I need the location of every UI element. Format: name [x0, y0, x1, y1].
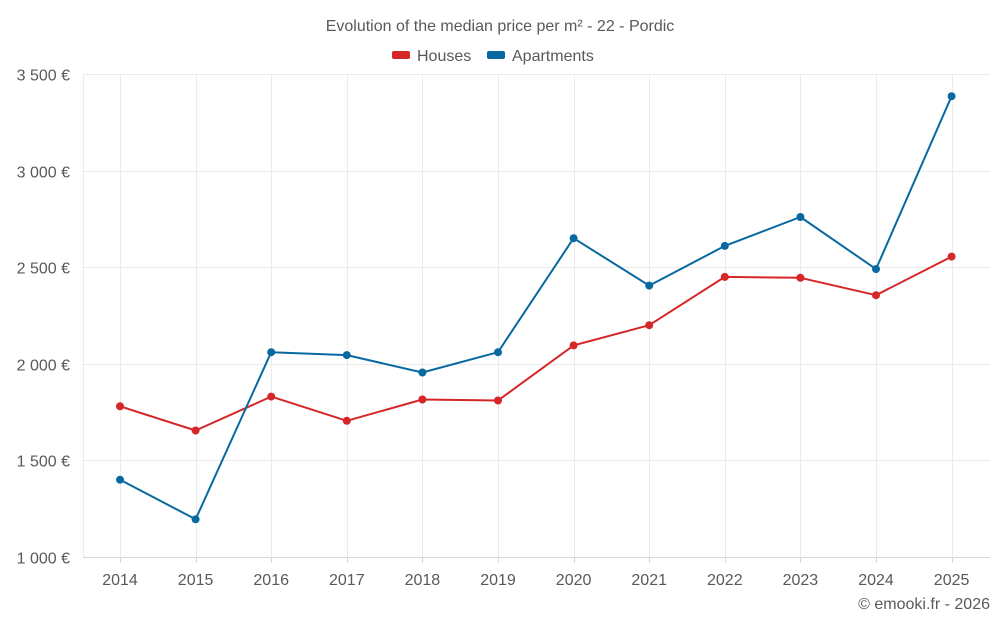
- credit-text: © emooki.fr - 2026: [858, 596, 990, 613]
- legend-swatch-apartments: [487, 51, 505, 59]
- data-point-houses-2017[interactable]: [342, 416, 351, 425]
- x-tick-label: 2021: [631, 572, 667, 589]
- x-tick-label: 2023: [783, 572, 819, 589]
- data-point-apartments-2017[interactable]: [342, 351, 351, 360]
- data-point-apartments-2021[interactable]: [645, 281, 654, 290]
- x-gridlines: [83, 74, 953, 563]
- data-point-apartments-2020[interactable]: [569, 234, 578, 243]
- data-point-apartments-2024[interactable]: [872, 265, 880, 274]
- x-tick-label: 2015: [178, 572, 214, 589]
- legend-swatch-houses: [392, 51, 410, 59]
- legend-item-apartments[interactable]: Apartments: [487, 48, 594, 65]
- data-point-houses-2025[interactable]: [947, 252, 956, 261]
- series-apartments: [116, 92, 956, 524]
- data-point-houses-2022[interactable]: [720, 272, 729, 281]
- data-point-houses-2014[interactable]: [116, 402, 124, 411]
- data-point-apartments-2023[interactable]: [796, 213, 805, 221]
- y-tick-label: 2 500 €: [17, 261, 70, 278]
- data-point-apartments-2016[interactable]: [267, 348, 276, 357]
- data-point-apartments-2019[interactable]: [494, 348, 502, 357]
- y-gridlines: [83, 74, 990, 558]
- data-point-apartments-2025[interactable]: [947, 92, 956, 101]
- legend: Houses Apartments: [392, 48, 594, 65]
- x-axis-labels: 2014 2015 2016 2017 2018 2019 2020 2021 2022 2023…: [102, 572, 969, 589]
- y-tick-label: 2 000 €: [17, 358, 70, 375]
- legend-label-houses: Houses: [417, 48, 471, 65]
- legend-item-houses[interactable]: Houses: [392, 48, 471, 65]
- x-tick-label: 2020: [556, 572, 592, 589]
- data-point-houses-2019[interactable]: [494, 396, 502, 405]
- data-point-houses-2018[interactable]: [418, 395, 427, 404]
- y-tick-label: 1 500 €: [17, 454, 70, 471]
- data-point-apartments-2015[interactable]: [191, 515, 200, 524]
- data-point-houses-2015[interactable]: [191, 426, 200, 435]
- legend-label-apartments: Apartments: [512, 48, 594, 65]
- y-axis-labels: 1 000 € 1 500 € 2 000 € 2 500 € 3 000 € 3 500…: [17, 68, 70, 568]
- x-tick-label: 2017: [329, 572, 365, 589]
- x-tick-label: 2022: [707, 572, 743, 589]
- data-point-houses-2024[interactable]: [872, 291, 880, 300]
- data-point-houses-2016[interactable]: [267, 392, 276, 401]
- data-point-houses-2021[interactable]: [645, 321, 654, 330]
- data-point-houses-2020[interactable]: [569, 341, 578, 350]
- chart-title: Evolution of the median price per m² - 2…: [326, 18, 675, 35]
- x-tick-label: 2014: [102, 572, 138, 589]
- y-tick-label: 3 500 €: [17, 68, 70, 85]
- x-tick-label: 2018: [405, 572, 441, 589]
- data-point-apartments-2014[interactable]: [116, 475, 124, 484]
- data-point-apartments-2018[interactable]: [418, 368, 427, 377]
- x-tick-label: 2024: [858, 572, 894, 589]
- series-line-houses: [119, 255, 953, 432]
- y-tick-label: 3 000 €: [17, 165, 70, 182]
- series-line-apartments: [119, 95, 953, 521]
- series-houses: [116, 252, 956, 435]
- x-tick-label: 2019: [480, 572, 516, 589]
- data-point-houses-2023[interactable]: [796, 273, 805, 282]
- y-tick-label: 1 000 €: [17, 551, 70, 568]
- data-point-apartments-2022[interactable]: [720, 241, 729, 250]
- x-tick-label: 2016: [253, 572, 289, 589]
- series-layer: [116, 92, 956, 524]
- x-tick-label: 2025: [934, 572, 970, 589]
